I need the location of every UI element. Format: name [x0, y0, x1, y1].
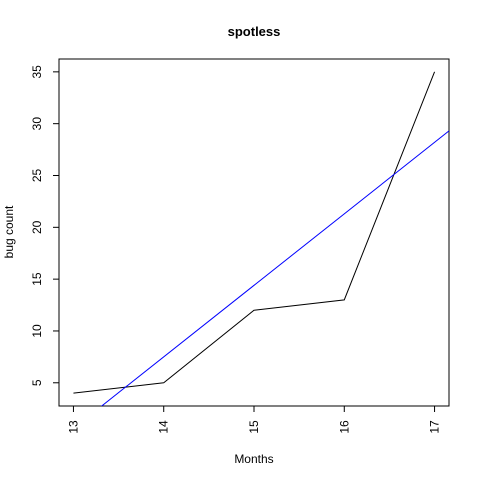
y-axis-label: bug count [2, 205, 16, 258]
y-tick-label: 30 [30, 117, 44, 131]
plot-area: 5 10 15 20 25 30 35 13 14 15 16 17 [30, 58, 450, 434]
y-tick-label: 25 [30, 169, 44, 183]
trend-line [100, 130, 449, 406]
x-tick-label: 16 [337, 420, 351, 434]
y-tick-label: 15 [30, 272, 44, 286]
series-line [73, 71, 436, 394]
y-tick-label: 35 [30, 65, 44, 79]
y-tick-label: 20 [30, 220, 44, 234]
x-axis-label: Months [234, 452, 273, 466]
plot-frame [58, 58, 450, 407]
y-tick-label: 10 [30, 324, 44, 338]
y-tick-label: 5 [30, 379, 44, 386]
x-tick-label: 15 [247, 420, 261, 434]
x-tick-label: 17 [428, 420, 442, 434]
x-tick-label: 14 [157, 420, 171, 434]
x-tick-label: 13 [66, 420, 80, 434]
chart-title: spotless [228, 24, 281, 39]
